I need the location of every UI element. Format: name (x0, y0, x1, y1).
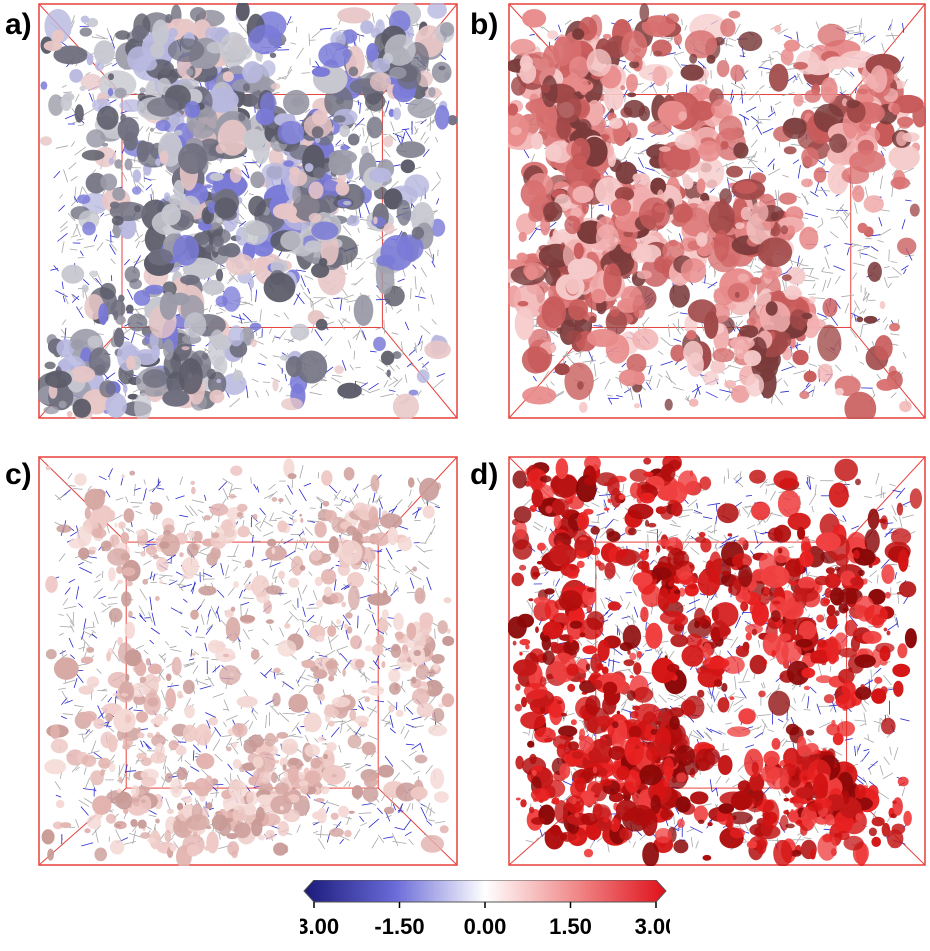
panel-b-isosurface-render (508, 3, 926, 419)
panel-c-isosurface-render (38, 456, 458, 866)
panel-label-d: d) (470, 460, 498, 490)
panel-a-isosurface-render (38, 3, 458, 419)
colorbar-tick-label: -3.00 (300, 914, 339, 939)
colorbar-svg: -3.00 -1.50 0.00 1.50 3.00 (300, 880, 670, 946)
colorbar: -3.00 -1.50 0.00 1.50 3.00 (300, 880, 670, 946)
isosurface-image-b (508, 3, 926, 419)
panel-label-b: b) (470, 10, 498, 40)
panel-label-c: c) (5, 460, 32, 490)
isosurface-image-d (508, 456, 926, 866)
colorbar-tick-label: -1.50 (374, 914, 424, 939)
colorbar-tick-label: 0.00 (464, 914, 507, 939)
isosurface-image-c (38, 456, 458, 866)
panel-label-a: a) (5, 10, 32, 40)
panel-d-isosurface-render (508, 456, 926, 866)
colorbar-gradient (304, 880, 666, 902)
colorbar-tick-label: 1.50 (549, 914, 592, 939)
isosurface-image-a (38, 3, 458, 419)
colorbar-tick-label: 3.00 (635, 914, 670, 939)
